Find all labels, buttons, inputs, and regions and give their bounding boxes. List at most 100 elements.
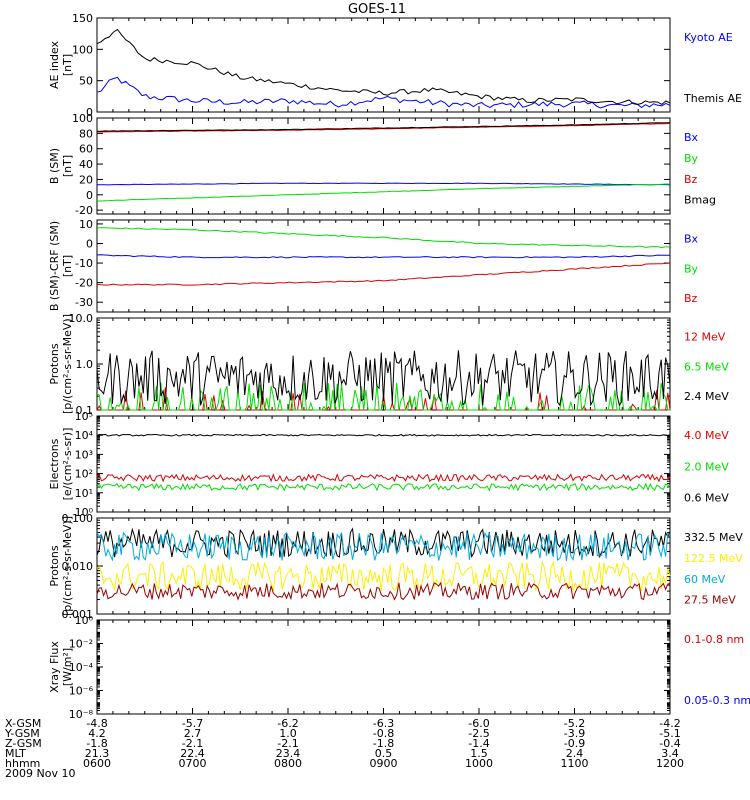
y-tick-label: 60 — [79, 143, 93, 156]
panel-frame — [96, 415, 671, 513]
y-tick-label: -10 — [75, 257, 93, 270]
y-tick-label: 0 — [86, 189, 93, 202]
panel-5: 10⁰ 10¹ 10² 10³ 10⁴ 10⁵ Electrons [e/(cm²-s-sr)… — [48, 410, 729, 519]
x-row-value: 0700 — [179, 757, 207, 770]
series-line — [96, 527, 671, 559]
y-tick-label: 10.0 — [69, 312, 94, 325]
y-tick-label: 10⁻⁶ — [69, 685, 94, 698]
x-row-value: 4.2 — [88, 727, 106, 740]
y-axis-label: Protons — [48, 545, 61, 586]
legend-entry: Kyoto AE — [684, 31, 733, 44]
legend-entry: 0.6 MeV — [684, 492, 729, 505]
y-tick-label: -30 — [75, 296, 93, 309]
series-line — [96, 433, 671, 437]
legend-entry: 0.05-0.3 nm — [684, 694, 750, 707]
x-row-value: 1200 — [656, 757, 684, 770]
x-row-value: -4.8 — [86, 717, 107, 730]
y-tick-label: 0 — [86, 106, 93, 119]
x-row-value: 1000 — [465, 757, 493, 770]
y-tick-label: 0.001 — [62, 608, 94, 621]
y-axis-label: AE index — [48, 40, 61, 89]
series-line — [96, 227, 671, 249]
y-tick-label: 1.0 — [76, 358, 94, 371]
x-row-value: -6.2 — [277, 717, 298, 730]
y-tick-label: 0.010 — [62, 560, 94, 573]
y-tick-label: 0 — [86, 237, 93, 250]
y-tick-label: -20 — [75, 204, 93, 217]
panel-3: -30 -20 -10 0 10 B (SM)-CRF (SM) [nT] Bx By Bz — [48, 218, 699, 313]
figure-title: GOES-11 — [348, 2, 406, 17]
x-row-value: -0.9 — [564, 737, 585, 750]
x-row-value: -2.1 — [277, 737, 298, 750]
legend-entry: 12 MeV — [684, 330, 726, 343]
y-axis-label: Electrons — [48, 438, 61, 489]
x-row-value: -5.2 — [564, 717, 585, 730]
x-row-label: X-GSM — [5, 717, 41, 730]
legend-entry: 6.5 MeV — [684, 360, 729, 373]
x-row-value: 1.0 — [279, 727, 297, 740]
y-tick-label: 10⁵ — [75, 410, 93, 423]
y-tick-label: 10⁻² — [69, 638, 93, 651]
x-row-value: 23.4 — [276, 747, 301, 760]
y-axis-label: [nT] — [61, 255, 74, 277]
legend-entry: 60 MeV — [684, 573, 726, 586]
y-tick-label: 10⁻⁸ — [69, 708, 94, 721]
panel-7: 10⁻⁸ 10⁻⁶ 10⁻⁴ 10⁻² 10⁰ Xray Flux [W/m²] 0.1-0.… — [48, 614, 750, 721]
y-axis-label: [W/m²] — [61, 648, 74, 686]
x-row-value: -1.8 — [86, 737, 107, 750]
y-tick-label: 10⁰ — [75, 506, 94, 519]
y-axis-label: [nT] — [61, 54, 74, 76]
series-line — [96, 473, 671, 483]
x-row-value: 0800 — [274, 757, 302, 770]
legend-entry: Bz — [684, 173, 698, 186]
x-row-value: -0.8 — [373, 727, 394, 740]
y-tick-label: 10⁰ — [75, 614, 94, 627]
series-line — [96, 382, 670, 412]
y-tick-label: 150 — [72, 12, 93, 25]
legend-entry: 2.4 MeV — [684, 390, 729, 403]
x-row-value: 2.4 — [566, 747, 584, 760]
series-line — [96, 350, 671, 407]
series-line — [96, 560, 671, 592]
x-row-value: 0.5 — [375, 747, 393, 760]
x-row-value: 2.7 — [184, 727, 202, 740]
series-line — [96, 76, 671, 109]
y-tick-label: 100 — [72, 112, 93, 125]
legend-entry: 332.5 MeV — [684, 531, 743, 544]
y-axis-label: [nT] — [61, 155, 74, 177]
y-tick-label: 100 — [72, 43, 93, 56]
x-row-value: -5.7 — [182, 717, 203, 730]
y-axis-label: Protons — [48, 343, 61, 384]
x-row-value: -0.4 — [659, 737, 680, 750]
series-line — [96, 581, 671, 601]
x-row-value: 1.5 — [470, 747, 488, 760]
series-line — [97, 122, 670, 132]
panel-frame — [96, 117, 671, 215]
y-tick-label: 20 — [79, 173, 93, 186]
x-row-value: -2.1 — [182, 737, 203, 750]
y-tick-label: 10⁴ — [75, 429, 94, 442]
panel-2: -20 0 20 40 60 80 100 B (SM) [nT] Bx By Bz Bmag — [48, 112, 716, 217]
legend-entry: Bx — [684, 232, 699, 245]
y-axis-label: [p/(cm²-s-sr-MeV)] — [61, 516, 74, 616]
y-tick-label: 50 — [79, 75, 93, 88]
x-row-label: Y-GSM — [4, 727, 40, 740]
y-tick-label: 40 — [79, 158, 93, 171]
panel-frame — [96, 619, 671, 715]
legend-entry: By — [684, 262, 699, 275]
series-line — [96, 254, 671, 259]
y-axis-label: Xray Flux — [48, 641, 61, 693]
series-line — [96, 482, 671, 492]
x-row-value: -3.9 — [564, 727, 585, 740]
y-axis-label: [p/(cm²-s-sr-MeV)] — [61, 314, 74, 414]
x-row-label: hhmm — [5, 757, 40, 770]
legend-entry: 27.5 MeV — [684, 594, 736, 607]
x-date-label: 2009 Nov 10 — [5, 767, 75, 780]
legend-entry: 0.1-0.8 nm — [684, 633, 744, 646]
panel-1: 0 50 100 150 AE index [nT] Kyoto AE Themis AE — [48, 12, 742, 119]
panel-6: 0.001 0.010 0.100 Protons [p/(cm²-s-sr-MeV)]… — [48, 512, 743, 621]
y-tick-label: 0.1 — [76, 404, 94, 417]
x-row-value: 0600 — [83, 757, 111, 770]
legend-entry: Themis AE — [683, 92, 742, 105]
